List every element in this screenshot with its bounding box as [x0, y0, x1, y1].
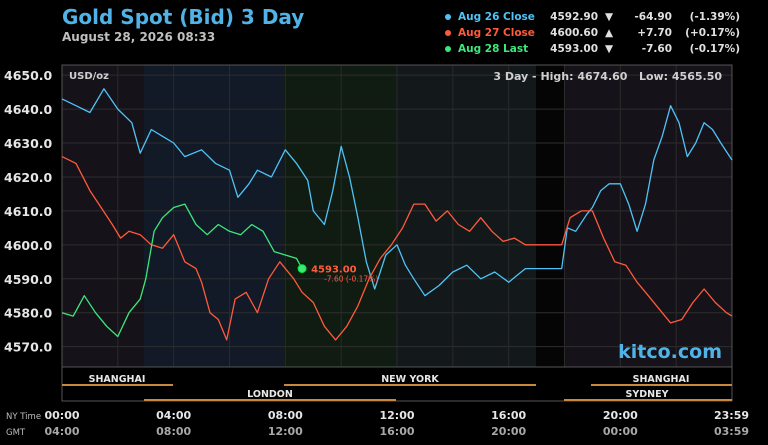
- y-tick-label: 4580.0: [4, 306, 53, 321]
- series-line: [61, 203, 303, 338]
- y-tick-label: 4600.0: [4, 238, 53, 253]
- x-tick-gmt: 03:59: [714, 425, 749, 438]
- legend-arrow: ▲: [604, 27, 614, 39]
- x-tick-ny: 12:00: [379, 409, 414, 422]
- y-tick-label: 4570.0: [4, 340, 53, 355]
- legend-arrow: ▼: [604, 43, 614, 55]
- session-shanghai-2: SHANGHAI: [633, 374, 690, 385]
- legend-percent: (-0.17%): [689, 43, 740, 55]
- y-tick-label: 4620.0: [4, 170, 53, 185]
- legend-name: Aug 28 Last: [458, 43, 529, 55]
- y-tick-label: 4590.0: [4, 272, 53, 287]
- legend-change: -7.60: [641, 43, 672, 55]
- chart-title: Gold Spot (Bid) 3 Day: [62, 5, 305, 29]
- legend-name: Aug 26 Close: [458, 11, 535, 23]
- band-closed: [536, 65, 564, 367]
- last-change-label: -7.60 (-0.17%): [324, 275, 378, 284]
- gmt-label: GMT: [6, 428, 26, 438]
- x-tick-gmt: 08:00: [156, 425, 191, 438]
- band-shanghai-2: [564, 65, 732, 367]
- legend-value: 4600.60: [550, 27, 598, 39]
- legend-name: Aug 27 Close: [458, 27, 535, 39]
- legend-swatch: [445, 46, 451, 52]
- x-tick-ny: 00:00: [44, 409, 79, 422]
- series-line: [61, 156, 733, 341]
- legend-value: 4593.00: [550, 43, 598, 55]
- session-bars: SHANGHAI NEW YORK SHANGHAI LONDON SYDNEY: [62, 374, 732, 401]
- session-sydney: SYDNEY: [626, 389, 669, 400]
- x-tick-gmt: 00:00: [603, 425, 638, 438]
- band-newyork: [284, 65, 396, 367]
- series-lines: [61, 88, 733, 341]
- x-tick-gmt: 04:00: [44, 425, 79, 438]
- legend-entry-aug27: Aug 27 Close 4600.60 ▲ +7.70 (+0.17%): [445, 25, 740, 41]
- band-shanghai: [62, 65, 144, 367]
- legend-entry-aug26: Aug 26 Close 4592.90 ▼ -64.90 (-1.39%): [445, 9, 740, 25]
- x-tick-ny: 16:00: [491, 409, 526, 422]
- grid: [61, 65, 733, 367]
- legend-swatch: [445, 14, 451, 20]
- x-axis: 00:00 04:00 04:00 08:00 08:00 12:00 12:00 16:00…: [44, 409, 749, 438]
- legend-change: -64.90: [634, 11, 672, 23]
- legend-swatch: [445, 30, 451, 36]
- x-tick-gmt: 20:00: [491, 425, 526, 438]
- plot-frame: [61, 64, 733, 402]
- y-tick-label: 4610.0: [4, 204, 53, 219]
- x-tick-gmt: 16:00: [379, 425, 414, 438]
- x-tick-ny: 08:00: [268, 409, 303, 422]
- session-newyork: NEW YORK: [381, 374, 439, 385]
- last-price-marker: [297, 264, 307, 274]
- y-tick-label: 4640.0: [4, 102, 53, 117]
- chart-timestamp: August 28, 2026 08:33: [62, 30, 216, 44]
- watermark: kitco.com: [618, 341, 722, 363]
- legend-arrow: ▼: [604, 11, 614, 23]
- x-tick-ny: 20:00: [603, 409, 638, 422]
- last-price-label: 4593.00: [311, 265, 357, 276]
- ny-time-label: NY Time: [6, 412, 41, 422]
- legend-value: 4592.90: [550, 11, 598, 23]
- x-tick-ny: 04:00: [156, 409, 191, 422]
- x-tick-ny: 23:59: [714, 409, 749, 422]
- y-tick-label: 4650.0: [4, 68, 53, 83]
- legend-change: +7.70: [637, 27, 672, 39]
- series-line: [61, 88, 733, 297]
- y-tick-label: 4630.0: [4, 136, 53, 151]
- session-shanghai: SHANGHAI: [89, 374, 146, 385]
- unit-label: USD/oz: [69, 71, 109, 82]
- legend-percent: (+0.17%): [685, 27, 740, 39]
- y-axis: 4650.0 4640.0 4630.0 4620.0 4610.0 4600.0 4590…: [4, 68, 53, 354]
- legend-entry-aug28: Aug 28 Last 4593.00 ▼ -7.60 (-0.17%): [445, 41, 740, 57]
- band-newyork-late: [396, 65, 536, 367]
- range-label: 3 Day - High: 4674.60 Low: 4565.50: [493, 70, 722, 83]
- x-tick-gmt: 12:00: [268, 425, 303, 438]
- session-london: LONDON: [247, 389, 293, 400]
- legend-percent: (-1.39%): [689, 11, 740, 23]
